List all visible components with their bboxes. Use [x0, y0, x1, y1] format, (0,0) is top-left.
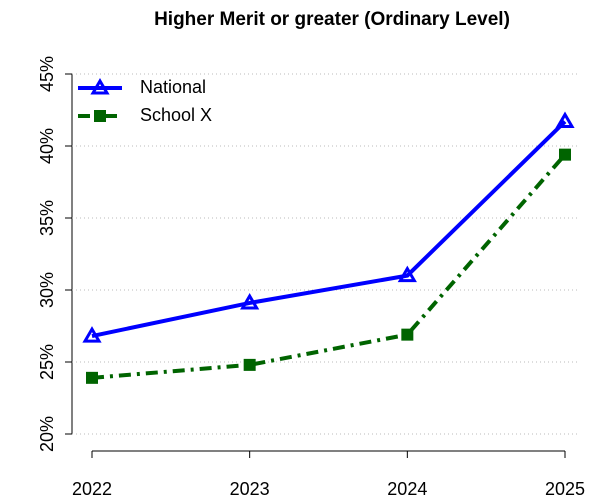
- marker: [559, 148, 571, 161]
- legend-marker: [94, 110, 106, 122]
- legend-label: School X: [140, 105, 212, 125]
- y-tick-label: 35%: [37, 200, 57, 236]
- legend-marker: [90, 78, 110, 95]
- y-tick-label: 25%: [37, 344, 57, 380]
- marker: [243, 358, 256, 371]
- marker: [82, 326, 102, 343]
- marker: [401, 328, 414, 341]
- marker: [397, 265, 417, 283]
- y-tick-label: 40%: [37, 128, 57, 164]
- y-tick-label: 30%: [37, 272, 57, 308]
- y-tick-label: 20%: [37, 416, 57, 452]
- x-tick-label: 2024: [387, 479, 427, 499]
- legend-label: National: [140, 77, 206, 97]
- marker: [555, 111, 575, 129]
- marker: [240, 292, 260, 310]
- series-line: [91, 120, 567, 339]
- x-tick-label: 2025: [545, 479, 585, 499]
- x-tick-label: 2023: [230, 479, 270, 499]
- x-tick-label: 2022: [72, 479, 112, 499]
- marker: [86, 371, 98, 384]
- y-tick-label: 45%: [37, 56, 57, 92]
- series-line: [91, 153, 567, 380]
- chart-title: Higher Merit or greater (Ordinary Level): [154, 9, 510, 30]
